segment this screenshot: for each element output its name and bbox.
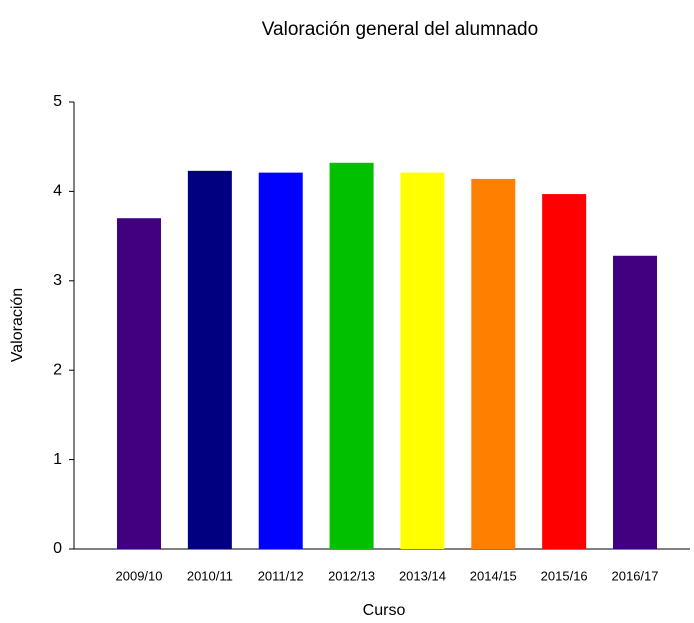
x-tick-label: 2015/16 xyxy=(541,568,588,583)
bar xyxy=(258,172,303,549)
x-tick-label: 2016/17 xyxy=(612,568,659,583)
bar xyxy=(400,172,445,549)
bar xyxy=(187,170,232,549)
y-tick-label: 0 xyxy=(53,540,62,557)
bar xyxy=(613,255,658,549)
bar xyxy=(542,194,587,549)
y-tick-label: 1 xyxy=(53,451,62,468)
y-tick-label: 4 xyxy=(53,183,62,200)
bar xyxy=(471,178,516,549)
x-tick-label: 2010/11 xyxy=(187,568,233,583)
y-tick-label: 2 xyxy=(53,361,62,378)
bar xyxy=(117,218,161,549)
x-tick-label: 2009/10 xyxy=(116,568,163,583)
x-axis-label: Curso xyxy=(363,602,406,619)
x-tick-label: 2014/15 xyxy=(470,568,517,583)
x-tick-label: 2012/13 xyxy=(328,568,375,583)
x-tick-label: 2011/12 xyxy=(258,568,304,583)
bar xyxy=(329,162,374,550)
y-axis-label: Valoración xyxy=(9,288,26,362)
chart-title: Valoración general del alumnado xyxy=(262,19,538,40)
y-tick-label: 3 xyxy=(53,272,62,289)
x-tick-label: 2013/14 xyxy=(399,568,446,583)
y-tick-label: 5 xyxy=(53,93,62,110)
